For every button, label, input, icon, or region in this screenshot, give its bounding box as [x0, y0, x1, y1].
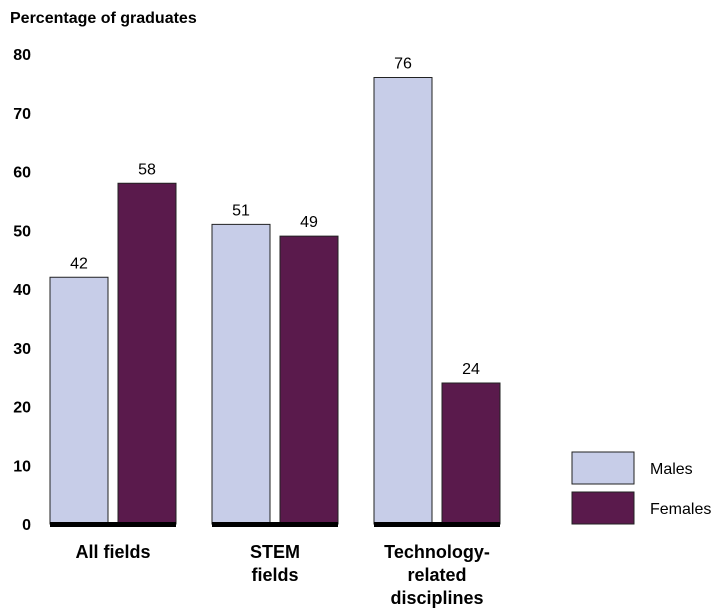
y-axis-title: Percentage of graduates — [10, 10, 197, 27]
group-baseline — [50, 522, 176, 527]
bar-females — [279, 235, 339, 525]
group-baseline — [374, 522, 500, 527]
group-baseline — [212, 522, 338, 527]
bars: 42 51 76 58 49 24 — [49, 56, 501, 525]
y-tick-label: 0 — [22, 517, 31, 534]
y-tick-label: 80 — [13, 47, 31, 64]
legend-label-males: Males — [650, 461, 693, 478]
y-tick-label: 10 — [13, 458, 31, 475]
category-label: STEM fields — [250, 542, 300, 585]
y-tick-label: 20 — [13, 400, 31, 417]
bar-females — [441, 382, 501, 525]
y-tick-label: 70 — [13, 106, 31, 123]
data-label: 24 — [462, 361, 480, 378]
legend-swatch-males — [571, 451, 635, 485]
y-tick-label: 30 — [13, 341, 31, 358]
category-label: All fields — [75, 542, 150, 562]
data-label: 42 — [70, 255, 88, 272]
bar-females — [117, 182, 177, 525]
data-label: 51 — [232, 202, 250, 219]
bar-males — [373, 77, 433, 525]
category-label: Technology-related disciplines — [384, 542, 490, 608]
baselines — [50, 522, 500, 527]
category-labels: All fields STEM fields Technology-related di… — [75, 542, 489, 608]
bar-males — [49, 276, 109, 525]
legend-label-females: Females — [650, 501, 711, 518]
y-tick-label: 50 — [13, 223, 31, 240]
y-tick-label: 40 — [13, 282, 31, 299]
bar-males — [211, 223, 271, 525]
y-axis-ticks: 0 10 20 30 40 50 60 70 80 — [13, 47, 31, 534]
legend-swatch-females — [571, 491, 635, 525]
data-label: 76 — [394, 56, 412, 73]
legend: Males Females — [571, 451, 711, 525]
y-tick-label: 60 — [13, 165, 31, 182]
data-label: 58 — [138, 161, 156, 178]
data-label: 49 — [300, 214, 318, 231]
